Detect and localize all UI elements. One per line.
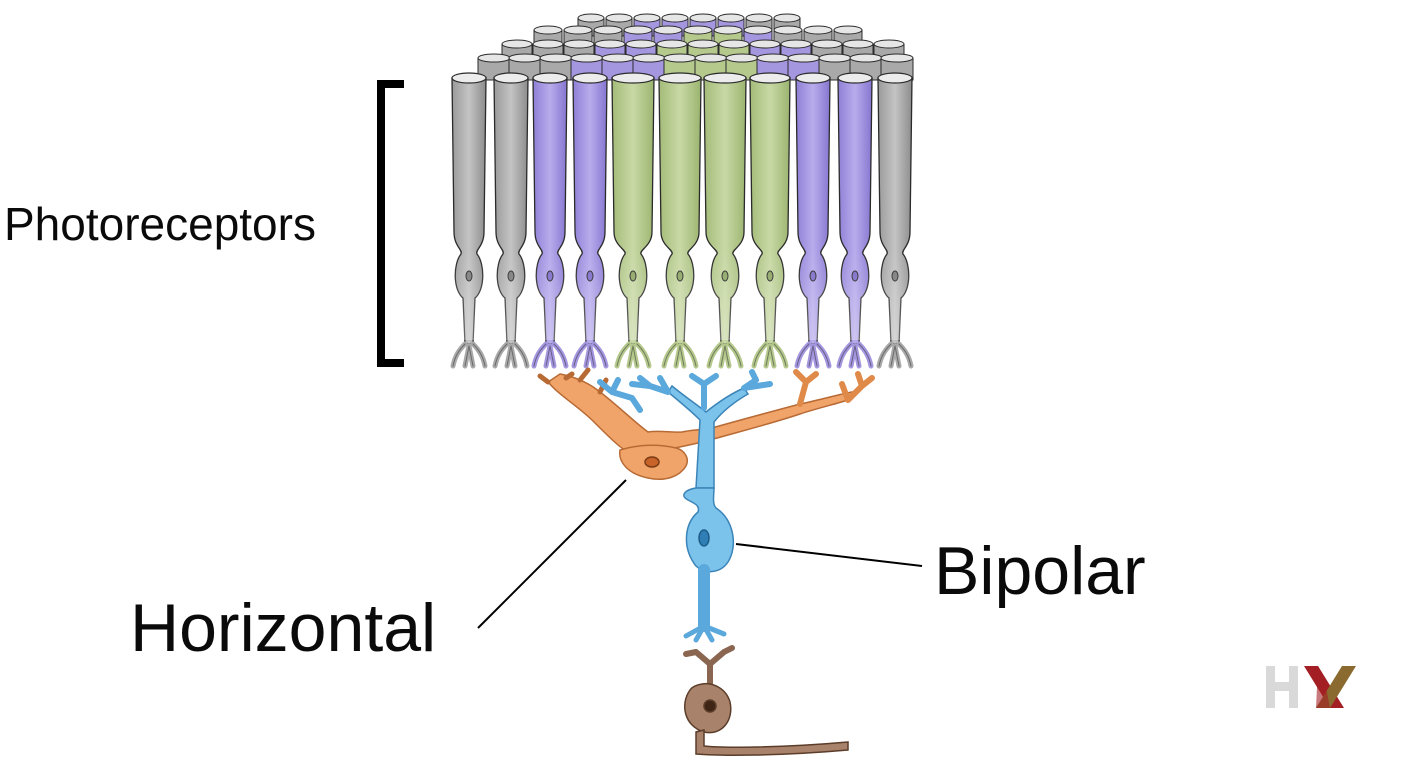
photoreceptor-bracket	[377, 80, 404, 367]
bipolar-label: Bipolar	[934, 533, 1146, 609]
bipolar-nucleus	[698, 529, 710, 547]
bipolar-pointer-line	[735, 543, 923, 567]
bipolar-cell	[597, 369, 773, 643]
hx-logo	[1266, 666, 1356, 708]
ganglion-nucleus	[703, 699, 717, 713]
photoreceptor-back-rows	[477, 13, 914, 81]
ganglion-cell	[683, 645, 849, 756]
horizontal-label: Horizontal	[130, 590, 437, 666]
photoreceptors-label: Photoreceptors	[4, 198, 316, 250]
photoreceptor-front-row	[450, 72, 920, 369]
horizontal-nucleus	[644, 456, 660, 468]
photoreceptor-shading	[450, 250, 920, 340]
horizontal-pointer-line	[477, 479, 627, 629]
horizontal-cell	[537, 367, 875, 480]
